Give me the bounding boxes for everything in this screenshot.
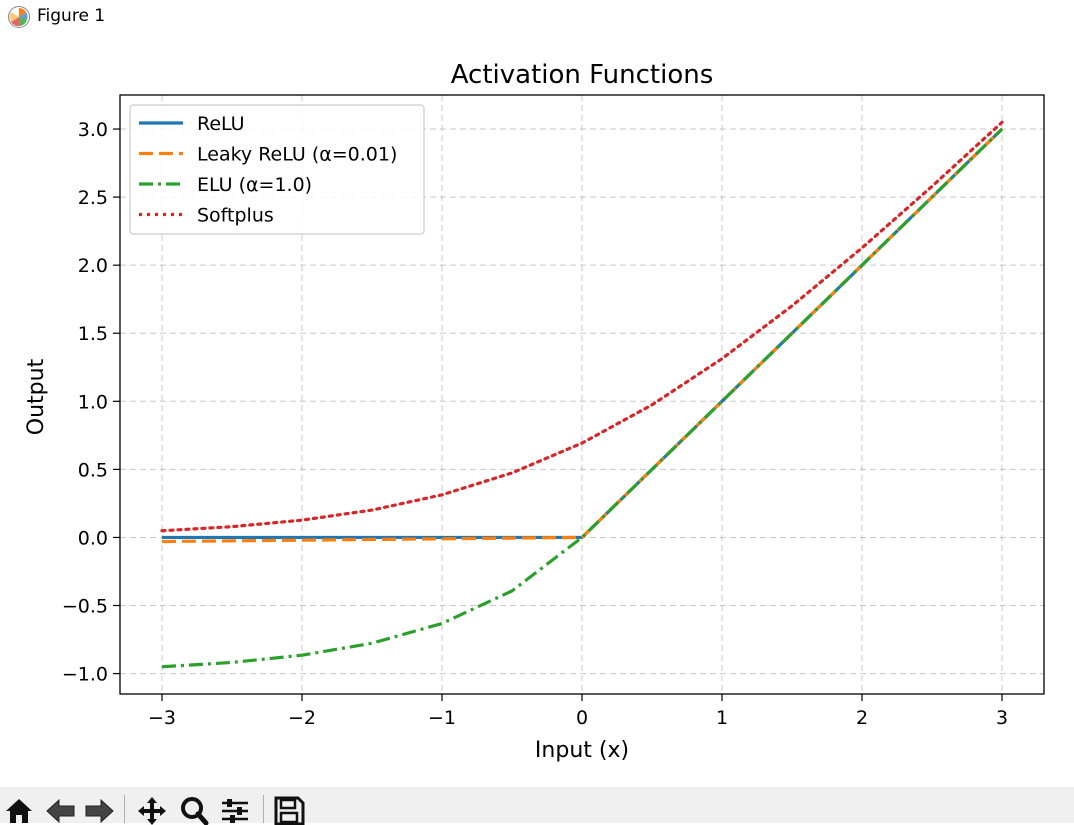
x-tick-label: −3 — [148, 707, 176, 729]
legend-box — [129, 104, 425, 235]
x-tick-label: 3 — [996, 707, 1008, 729]
navigation-toolbar — [0, 787, 1074, 825]
legend-label-leaky-relu-0-01: Leaky ReLU (α=0.01) — [197, 144, 397, 166]
y-tick-label: 1.0 — [78, 391, 108, 413]
toolbar-separator — [124, 795, 125, 823]
legend-label-elu-1-0: ELU (α=1.0) — [197, 174, 312, 196]
y-axis-label: Output — [24, 358, 49, 435]
y-tick-label: 2.0 — [78, 255, 108, 277]
y-tick-label: −0.5 — [62, 596, 108, 618]
x-tick-label: 1 — [716, 707, 728, 729]
sliders-icon[interactable] — [218, 795, 252, 825]
series-line-softplus — [160, 120, 1004, 533]
chart-title: Activation Functions — [451, 60, 714, 90]
zoom-magnifier-icon[interactable] — [177, 795, 211, 825]
back-arrow-icon[interactable] — [44, 795, 78, 825]
y-tick-label: −1.0 — [62, 664, 108, 686]
legend: ReLU Leaky ReLU (α=0.01) ELU (α=1.0) Softpl… — [129, 104, 425, 235]
x-axis-label: Input (x) — [535, 738, 629, 763]
y-tick-label: 0.0 — [78, 527, 108, 549]
figure-canvas[interactable]: −3 −2 −1 0 1 2 3 −1.0 −0.5 0.0 0.5 1.0 1.5 2.0 2.5 3.0 … — [0, 0, 1074, 791]
y-tick-label: 2.5 — [78, 187, 108, 209]
home-icon[interactable] — [2, 795, 36, 825]
x-tick-label: 2 — [856, 707, 868, 729]
activation-chart: −3 −2 −1 0 1 2 3−1.0−0.50.00.51.01.52.02.53.0 … — [24, 60, 1045, 763]
toolbar-separator — [263, 795, 264, 823]
legend-label-softplus: Softplus — [197, 205, 274, 227]
legend-label-relu: ReLU — [197, 113, 245, 135]
save-floppy-icon[interactable] — [272, 795, 306, 825]
title-bar: Figure 1 — [0, 0, 1074, 34]
window-title: Figure 1 — [37, 6, 106, 26]
x-tick-label: −2 — [288, 707, 316, 729]
y-tick-label: 1.5 — [78, 323, 108, 345]
y-tick-label: 3.0 — [78, 119, 108, 141]
x-tick-label: 0 — [576, 707, 588, 729]
series-line-elu-1-0 — [161, 127, 1004, 669]
forward-arrow-icon[interactable] — [82, 795, 116, 825]
y-tick-label: 0.5 — [78, 459, 108, 481]
pan-move-icon[interactable] — [135, 795, 169, 825]
x-tick-label: −1 — [428, 707, 456, 729]
matplotlib-logo-icon — [8, 6, 30, 28]
